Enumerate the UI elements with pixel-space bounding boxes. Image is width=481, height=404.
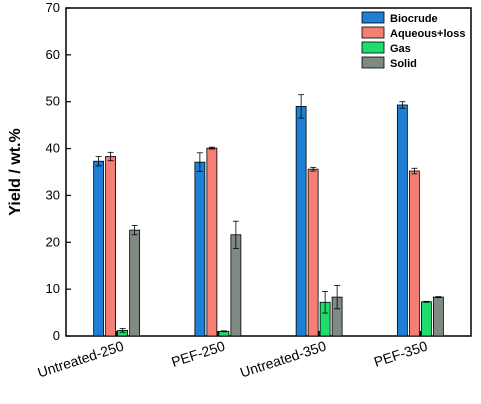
y-tick-label: 0 (53, 328, 60, 343)
x-axis-ticks: Untreated-250 PEF-250 Untreated-350 PEF-350 (35, 331, 430, 381)
y-axis-title: Yield / wt.% (7, 128, 24, 215)
x-category-label: PEF-250 (169, 338, 227, 370)
legend-label: Gas (390, 43, 411, 55)
bar-groups (93, 104, 444, 337)
plot-frame (65, 7, 472, 337)
error-bars (95, 94, 442, 333)
bar-aqueous-loss-1 (206, 147, 218, 337)
y-tick-label: 40 (46, 141, 60, 156)
bar-biocrude-1 (194, 161, 206, 337)
legend-label: Solid (390, 58, 417, 70)
bar-solid-1 (230, 234, 242, 337)
bar-solid-0 (129, 229, 141, 337)
legend-label: Biocrude (390, 13, 438, 25)
y-tick-label: 60 (46, 47, 60, 62)
y-tick-label: 20 (46, 234, 60, 249)
y-axis-ticks: 0 10 20 30 40 50 60 70 (46, 0, 71, 343)
legend-swatch (361, 56, 385, 69)
y-tick-label: 70 (46, 0, 60, 15)
bar-biocrude-2 (295, 106, 307, 337)
legend-swatch (361, 26, 385, 39)
legend-label: Aqueous+loss (390, 28, 466, 40)
bar-biocrude-3 (396, 104, 408, 337)
bar-biocrude-0 (93, 160, 105, 337)
x-category-label: Untreated-350 (238, 338, 328, 381)
bar-solid-3 (432, 296, 444, 337)
bar-aqueous-loss-0 (105, 156, 117, 337)
y-tick-label: 50 (46, 94, 60, 109)
legend-swatch (361, 41, 385, 54)
y-tick-label: 30 (46, 187, 60, 202)
bar-gas-3 (420, 301, 432, 337)
legend-swatch (361, 11, 385, 24)
bar-aqueous-loss-2 (307, 168, 319, 337)
y-tick-label: 10 (46, 281, 60, 296)
x-category-label: Untreated-250 (35, 338, 125, 381)
x-category-label: PEF-350 (372, 338, 430, 370)
bar-aqueous-loss-3 (408, 170, 420, 337)
legend: Biocrude Aqueous+loss Gas Solid (361, 11, 466, 70)
